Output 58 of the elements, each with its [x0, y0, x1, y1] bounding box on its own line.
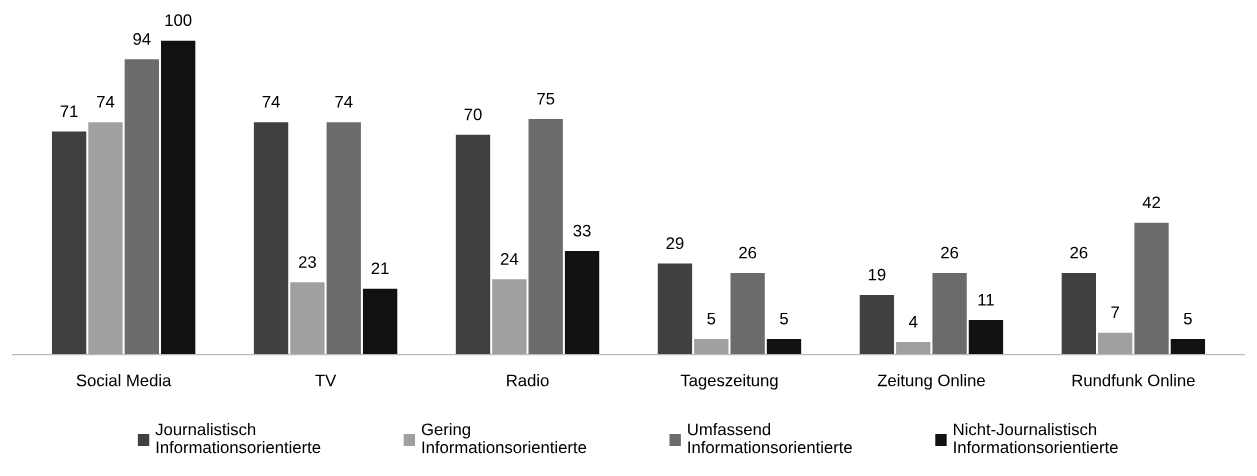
data-label: 33: [573, 224, 591, 237]
data-label: 100: [165, 14, 192, 27]
bar: [766, 338, 802, 355]
bar: [290, 282, 325, 355]
x-tick-label: Rundfunk Online: [1072, 374, 1195, 387]
bar: [564, 250, 600, 355]
data-label: 42: [1142, 196, 1160, 209]
legend-label: Nicht-Journalistisch Informationsorientierte: [954, 423, 1118, 454]
data-label: 70: [464, 108, 482, 121]
bar: [1170, 338, 1206, 355]
bar: [528, 119, 563, 355]
bar: [859, 294, 895, 355]
data-label: 74: [335, 96, 353, 108]
data-label: 29: [666, 237, 684, 250]
bar: [968, 320, 1004, 355]
bar: [896, 342, 931, 355]
data-label: 74: [262, 96, 280, 108]
bar: [88, 122, 123, 355]
bar: [455, 134, 491, 355]
data-label: 26: [1070, 246, 1088, 259]
data-label: 23: [298, 256, 316, 268]
legend-label: Umfassend Informationsorientierte: [688, 423, 852, 454]
bar: [253, 122, 289, 355]
data-label: 71: [60, 105, 78, 117]
bar: [326, 122, 361, 355]
x-tick-label: Radio: [507, 374, 549, 387]
bar: [362, 288, 398, 355]
bar: [1061, 272, 1096, 355]
legend-label: Journalistisch Informationsorientierte: [155, 423, 321, 454]
data-label: 5: [1183, 312, 1192, 325]
bar: [1098, 332, 1133, 355]
bar: [657, 263, 693, 355]
x-tick-label: Zeitung Online: [877, 374, 985, 390]
data-label: 74: [97, 96, 115, 108]
bar: [161, 40, 196, 355]
bar: [694, 338, 729, 355]
data-label: 94: [133, 33, 151, 45]
bar: [492, 279, 527, 355]
data-label: 26: [739, 246, 757, 259]
bar: [51, 131, 87, 355]
legend-label: Gering Informationsorientierte: [421, 423, 587, 454]
data-label: 7: [1111, 306, 1119, 319]
bar: [932, 272, 967, 355]
data-label: 4: [908, 316, 918, 328]
x-tick-label: TV: [315, 374, 337, 387]
data-label: 75: [537, 92, 555, 105]
data-label: 19: [868, 268, 886, 281]
bar: [124, 59, 159, 355]
data-label: 24: [500, 253, 519, 265]
bar: [1134, 222, 1169, 355]
x-tick-label: Social Media: [76, 374, 172, 387]
data-label: 11: [978, 294, 994, 306]
data-label: 5: [780, 312, 788, 325]
data-label: 21: [371, 262, 389, 275]
data-label: 26: [941, 246, 959, 259]
data-label: 5: [707, 312, 716, 325]
x-tick-label: Tageszeitung: [680, 374, 778, 390]
bar: [730, 272, 765, 355]
